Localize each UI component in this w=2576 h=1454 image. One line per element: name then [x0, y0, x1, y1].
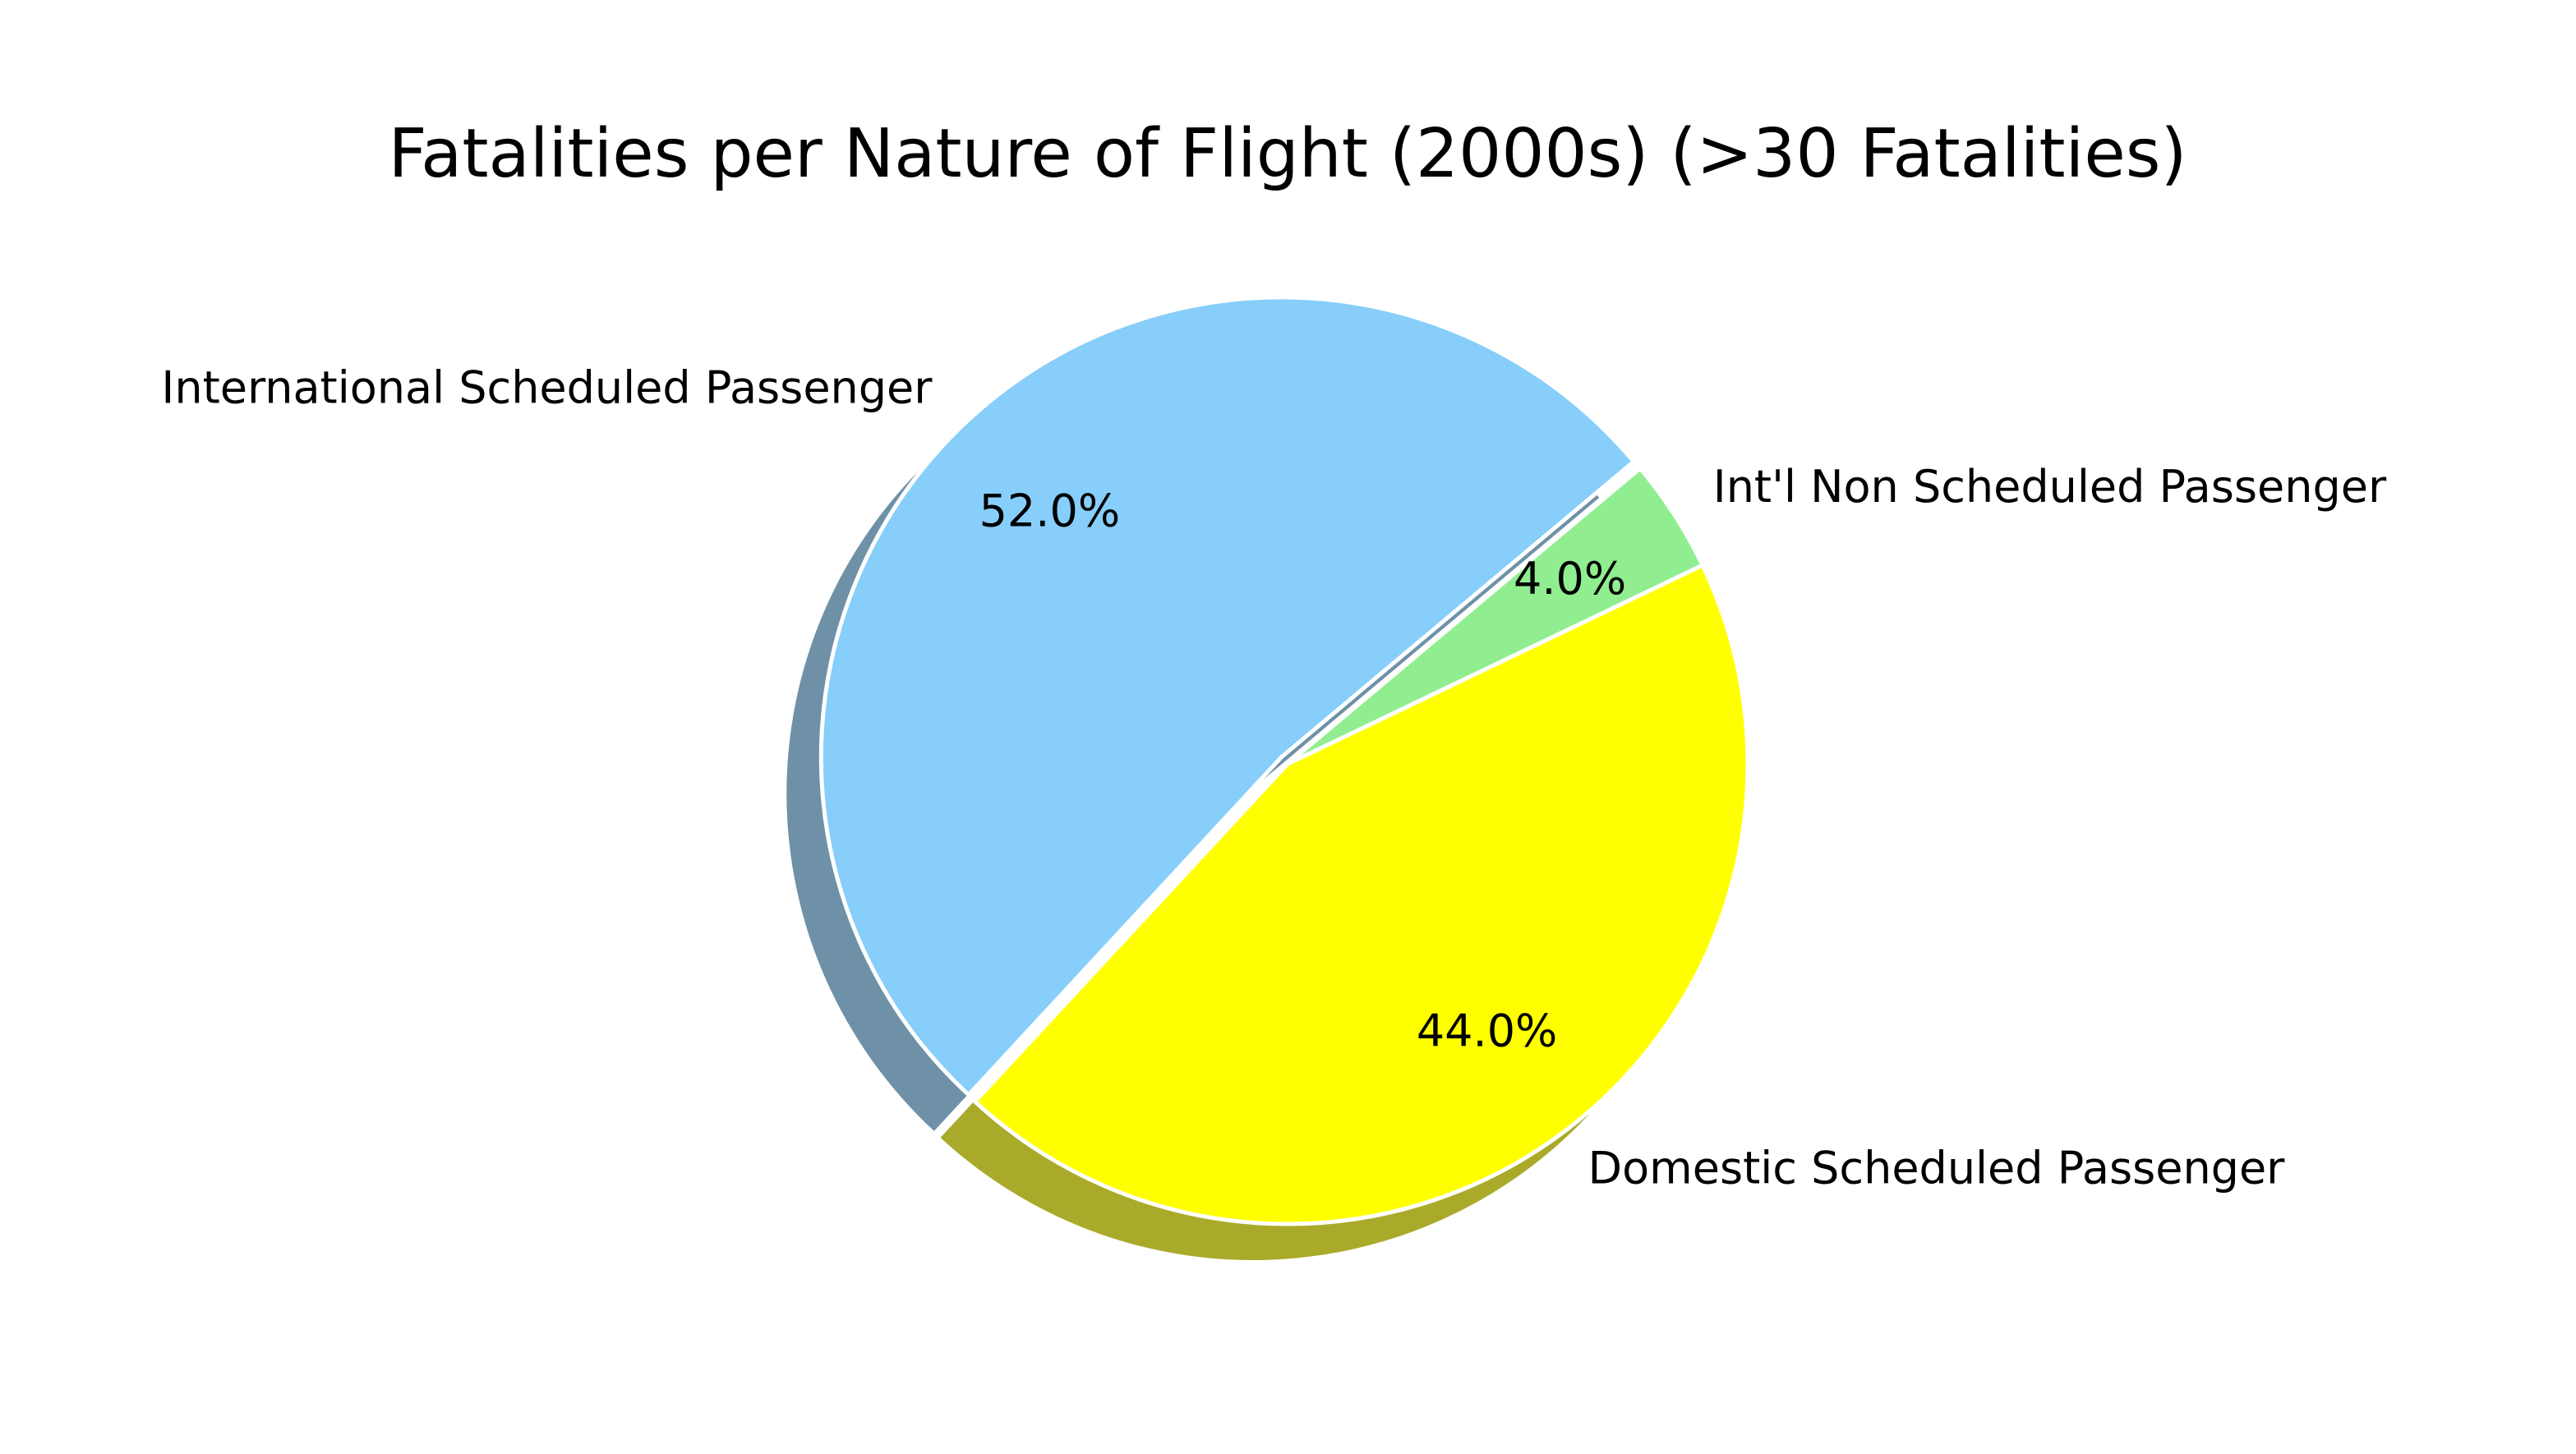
pie-slice-2 [1285, 466, 1705, 766]
slice-percent-1: 44.0% [1417, 1005, 1558, 1057]
slice-percent-0: 52.0% [979, 485, 1121, 536]
slice-percent-2: 4.0% [1514, 553, 1626, 605]
slice-label-2: Int'l Non Scheduled Passenger [1713, 461, 2387, 513]
chart-title: Fatalities per Nature of Flight (2000s) … [388, 115, 2187, 193]
slice-labels: International Scheduled Passenger 52.0% Do… [161, 361, 2387, 1194]
pie-slice-0 [818, 295, 1636, 1097]
pie-slice-1 [973, 563, 1750, 1226]
slice-label-0: International Scheduled Passenger [161, 361, 933, 413]
pie-slices [818, 295, 1750, 1226]
slice-label-1: Domestic Scheduled Passenger [1588, 1142, 2286, 1194]
